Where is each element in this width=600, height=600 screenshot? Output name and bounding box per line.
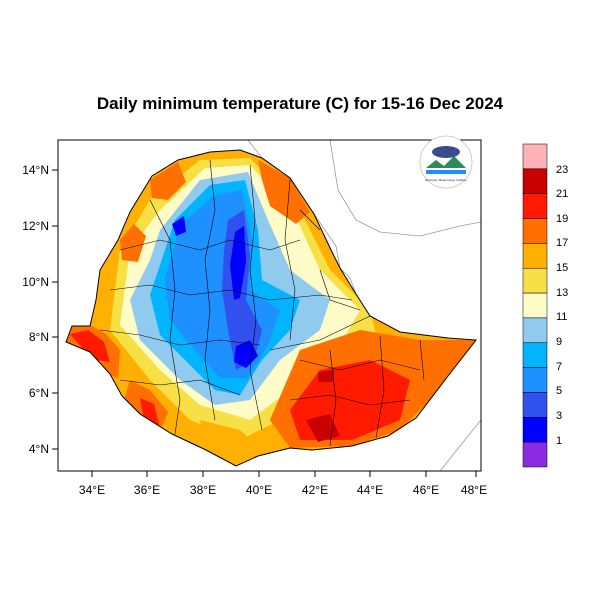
- colorbar-swatch: [522, 168, 548, 194]
- djibouti-border: [339, 267, 357, 295]
- lon-tick-label: 38°E: [190, 483, 216, 497]
- colorbar-label: 15: [556, 262, 568, 274]
- colorbar-swatch: [522, 441, 548, 468]
- colorbar-swatch: [522, 267, 548, 294]
- lon-tick-label: 40°E: [246, 483, 272, 497]
- colorbar-swatch: [522, 193, 548, 219]
- colorbar-label: 11: [556, 311, 567, 323]
- lat-tick-label: 12°N: [22, 219, 49, 233]
- colorbar-swatch: [522, 243, 548, 269]
- lat-tick-label: 14°N: [22, 163, 49, 177]
- colorbar-label: 19: [556, 213, 568, 225]
- colorbar-label: 23: [556, 164, 568, 176]
- ethiopia-boundary: [65, 149, 477, 467]
- logo-disc: [419, 135, 473, 189]
- lat-tick-label: 10°N: [22, 275, 49, 289]
- colorbar-swatch: [522, 143, 548, 170]
- colorbar-label: 13: [556, 287, 568, 299]
- logo-mountain-icon: [426, 156, 466, 168]
- somalia-coast: [439, 419, 481, 471]
- map-title: Daily minimum temperature (C) for 15-16 …: [96, 94, 504, 113]
- colorbar-swatch: [522, 392, 548, 418]
- colorbar-label: 3: [556, 410, 562, 422]
- colorbar-label: 21: [556, 188, 568, 200]
- colorbar-swatch: [522, 367, 548, 393]
- logo-cloud-icon: [432, 146, 460, 158]
- admin-boundaries: [99, 159, 425, 447]
- colorbar-label: 17: [556, 237, 568, 249]
- colorbar-label: 5: [556, 385, 562, 397]
- lon-tick-label: 36°E: [134, 483, 160, 497]
- yemen-coast: [329, 140, 481, 237]
- lat-tick-label: 4°N: [29, 442, 49, 456]
- logo-water-icon: [426, 170, 466, 174]
- x-axis-labels: 34°E 36°E 38°E 40°E 42°E 44°E 46°E 48°E: [79, 483, 487, 497]
- lon-tick-label: 34°E: [79, 483, 105, 497]
- y-axis-ticks: [52, 169, 58, 450]
- colorbar-label: 7: [556, 361, 562, 373]
- colorbar-swatch: [522, 218, 548, 244]
- colorbar-swatches: [522, 143, 548, 468]
- colorbar-label: 1: [556, 435, 562, 447]
- colorbar-swatch: [522, 342, 548, 368]
- logo-caption: Ethiopian Meteorology Institute: [425, 178, 467, 182]
- colorbar-swatch: [522, 317, 548, 344]
- plot-frame: [57, 139, 482, 472]
- lat-tick-label: 8°N: [29, 330, 49, 344]
- lon-tick-label: 46°E: [413, 483, 439, 497]
- x-axis-ticks: [91, 471, 477, 477]
- colorbar-label: 9: [556, 336, 562, 348]
- colorbar-labels: 23 21 19 17 15 13 11 9 7 5 3 1: [556, 164, 568, 447]
- lon-tick-label: 44°E: [357, 483, 383, 497]
- colorbar-swatch: [522, 292, 548, 319]
- lon-tick-label: 42°E: [302, 483, 328, 497]
- y-axis-labels: 14°N 12°N 10°N 8°N 6°N 4°N: [22, 163, 49, 456]
- colorbar: 23 21 19 17 15 13 11 9 7 5 3 1: [522, 143, 568, 468]
- colorbar-swatch: [522, 417, 548, 443]
- lon-tick-label: 48°E: [461, 483, 487, 497]
- lat-tick-label: 6°N: [29, 386, 49, 400]
- institute-logo: Ethiopian Meteorology Institute: [419, 135, 473, 189]
